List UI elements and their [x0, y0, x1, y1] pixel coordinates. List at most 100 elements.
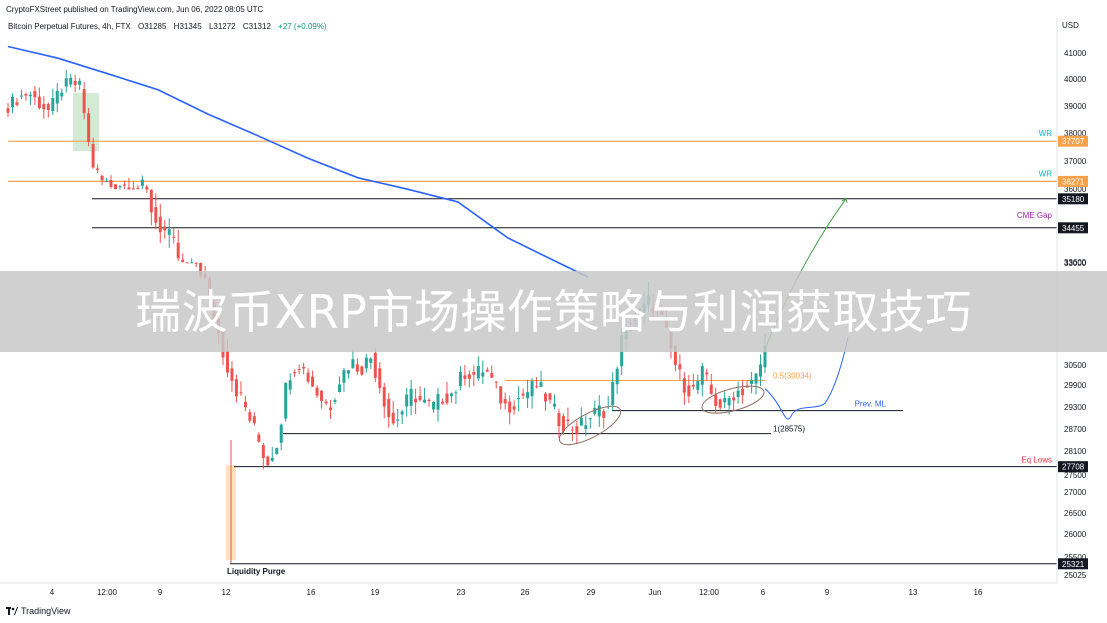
accumulation-ellipse-left [558, 405, 622, 446]
candle-body [414, 398, 418, 403]
candle-body [472, 372, 476, 375]
candle-body [185, 262, 189, 264]
candle-body [333, 400, 337, 402]
candle-body [270, 457, 274, 461]
candle-body [181, 259, 185, 263]
candle-body [387, 398, 391, 418]
candle-body [346, 370, 350, 374]
candle-body [122, 184, 126, 186]
candle-body [548, 393, 552, 400]
candle-body [597, 405, 601, 417]
candle-body [225, 350, 229, 373]
price-tags: 37707 36271 35180 34455 27708 25321 [1058, 135, 1088, 570]
change-value: +27 (+0.09%) [278, 22, 327, 31]
candle-body [320, 390, 324, 402]
demand-zone-green [73, 93, 99, 151]
x-tick-label: Jun [649, 588, 662, 597]
candle-body [544, 393, 548, 402]
candle-body [73, 80, 77, 86]
eq-lows-label: Eq Lows [1021, 456, 1052, 465]
candle-body [584, 425, 588, 430]
brand-label: TradingView [21, 606, 71, 616]
green-arrowhead [841, 198, 848, 203]
candle-body [234, 379, 238, 397]
candle-body [360, 366, 364, 375]
candle-body [400, 411, 404, 415]
currency-label: USD [1062, 21, 1079, 30]
symbol-name[interactable]: Bitcoin Perpetual Futures, 4h, FTX [8, 22, 131, 31]
candle-body [759, 364, 763, 377]
candle-body [552, 403, 556, 407]
candle-body [432, 402, 436, 410]
price-tag [1058, 461, 1088, 473]
candle-body [575, 426, 579, 434]
y-tick-label: 40000 [1064, 75, 1087, 84]
candle-body [64, 78, 68, 87]
candle-body [10, 96, 14, 108]
title-overlay-band [0, 271, 1107, 352]
wr-label-top: WR [1039, 129, 1053, 138]
candle-body [100, 175, 104, 181]
candle-body [481, 372, 485, 377]
time-axis: 4 12:00 9 12 16 19 23 26 29 Jun 12:00 6 9 13 16 [50, 588, 983, 597]
y-tick-label: 41000 [1064, 49, 1087, 58]
cme-gap-label: CME Gap [1017, 211, 1053, 220]
open-value: O31285 [137, 22, 167, 31]
candle-body [140, 179, 144, 186]
candle-body [727, 398, 731, 406]
x-tick-label: 29 [587, 588, 596, 597]
candle-body [248, 412, 252, 421]
y-tick-label: 29900 [1064, 381, 1087, 390]
candle-body [557, 413, 561, 427]
candle-body [172, 236, 176, 238]
candle-body [329, 407, 333, 411]
candle-body [46, 104, 50, 110]
price-tag [1058, 558, 1088, 570]
price-tag [1058, 193, 1088, 205]
candle-body [42, 103, 46, 110]
candle-body [342, 370, 346, 383]
candle-body [78, 80, 82, 85]
fib-one-label: 1(28575) [773, 425, 805, 434]
x-tick-label: 16 [307, 588, 316, 597]
candle-body [293, 372, 297, 374]
y-tick-label: 27000 [1064, 488, 1087, 497]
candle-body [158, 216, 162, 233]
candle-body [732, 397, 736, 401]
tradingview-logo[interactable]: TradingView [6, 606, 71, 616]
candle-body [279, 424, 283, 443]
horizontal-levels [8, 140, 1057, 565]
candle-body [566, 419, 570, 422]
candle-body [530, 381, 534, 397]
y-tick-label: 26500 [1064, 509, 1087, 518]
candle-body [33, 90, 37, 98]
close-value: C31312 [242, 22, 271, 31]
candle-body [714, 394, 718, 407]
x-tick-label: 26 [521, 588, 530, 597]
y-tick-label: 37000 [1064, 157, 1087, 166]
price-axis: 25025 25500 26000 26500 27000 27500 28100 28700… [1062, 21, 1087, 580]
candle-body [467, 374, 471, 379]
candle-body [284, 382, 288, 419]
x-tick-label: 9 [158, 588, 163, 597]
prev-ml-label: Prev. ML [855, 400, 887, 409]
candle-body [337, 384, 341, 393]
candle-body [570, 429, 574, 431]
candle-body [499, 386, 503, 404]
candle-body [176, 242, 180, 259]
candle-body [87, 113, 91, 142]
candle-body [736, 390, 740, 398]
candle-body [440, 401, 444, 404]
candle-body [476, 366, 480, 379]
price-tag-label: 25321 [1062, 560, 1085, 569]
candle-body [454, 392, 458, 394]
price-tag-label: 36271 [1062, 177, 1085, 186]
y-tick-label: 38000 [1064, 129, 1087, 138]
price-tag [1058, 222, 1088, 234]
y-tick-label: 33600 [1064, 258, 1087, 267]
candle-body [682, 378, 686, 393]
candle-body [485, 369, 489, 372]
price-tag-label: 27708 [1062, 463, 1085, 472]
candle-body [741, 388, 745, 396]
candle-body [351, 359, 355, 368]
